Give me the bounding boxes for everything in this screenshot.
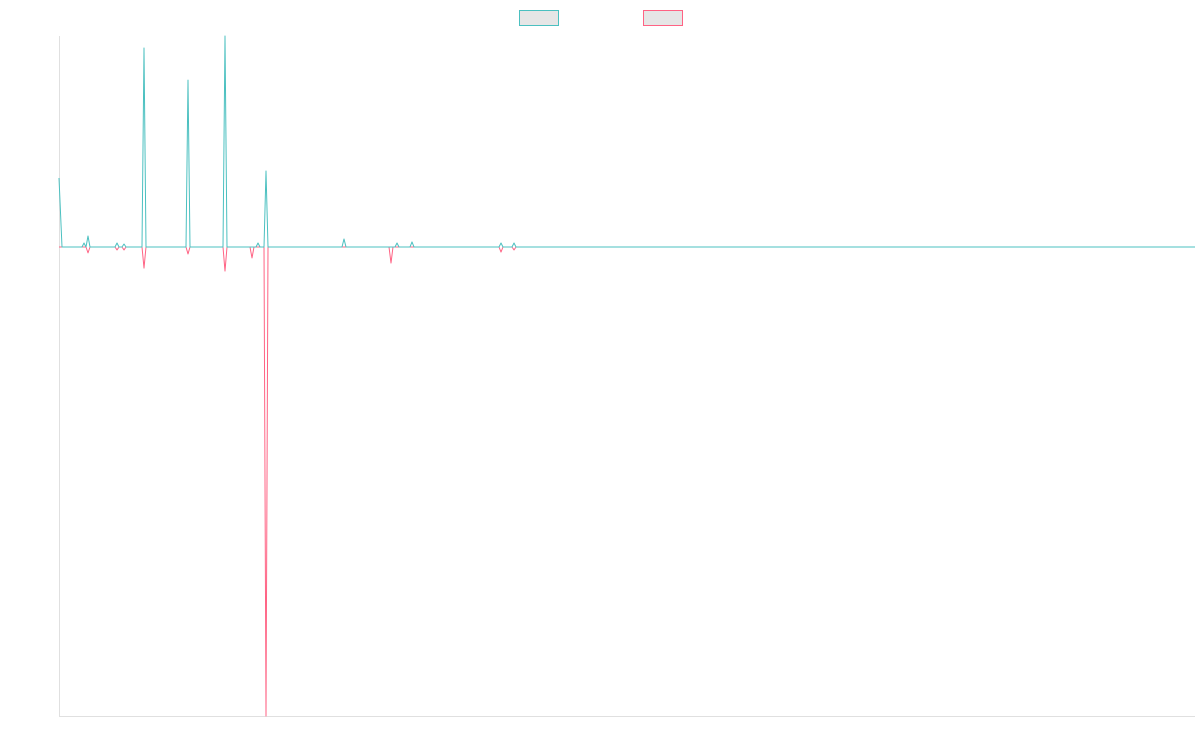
legend-swatch [643,10,683,26]
series-line [59,246,1195,717]
series-line [58,35,1195,248]
legend-swatch [519,10,559,26]
